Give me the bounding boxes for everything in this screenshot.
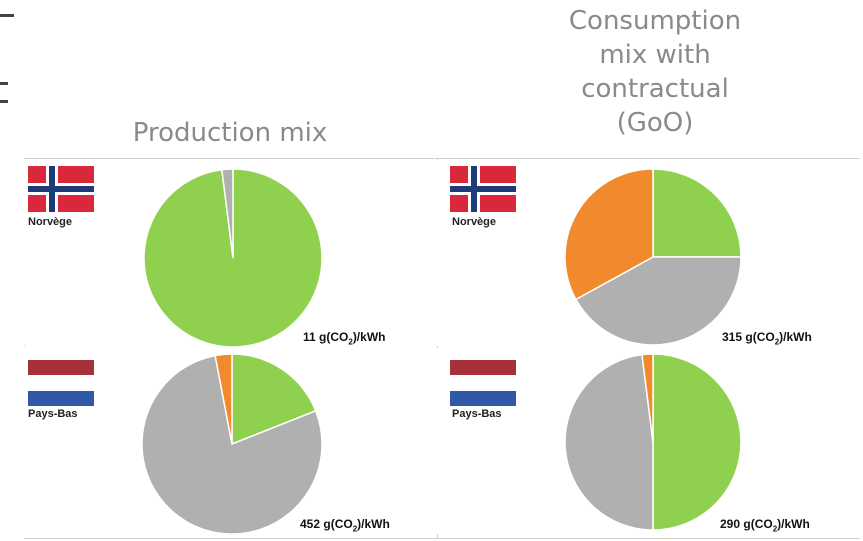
grid-line	[24, 538, 860, 539]
pie-slice-green	[652, 168, 742, 258]
flag-stripe-blue	[28, 391, 94, 406]
norway-flag	[450, 166, 516, 212]
pie-panel: Norvège 315 g(CO2)/kWh	[440, 160, 863, 346]
pie-slice-gray	[141, 354, 323, 535]
pie-chart	[564, 353, 742, 531]
flag-cross-blue-h	[28, 186, 94, 192]
consumption-header-line: mix with	[599, 40, 711, 70]
intensity-subscript: 2	[352, 524, 358, 534]
netherlands-flag	[450, 360, 516, 406]
netherlands-flag	[28, 360, 94, 406]
consumption-header-line: contractual	[581, 74, 729, 104]
intensity-unit: g(CO	[742, 330, 775, 344]
intensity-label: 290 g(CO2)/kWh	[720, 517, 810, 533]
pie-panel: Pays-Bas 452 g(CO2)/kWh	[25, 348, 453, 535]
intensity-label: 315 g(CO2)/kWh	[722, 330, 812, 346]
pie-slice-green	[652, 353, 742, 531]
intensity-unit: )/kWh	[779, 330, 812, 344]
grid-line	[24, 158, 860, 159]
pie-panel: Pays-Bas 290 g(CO2)/kWh	[440, 348, 863, 534]
intensity-subscript: 2	[774, 337, 780, 347]
intensity-subscript: 2	[772, 524, 778, 534]
flag-stripe-red	[28, 360, 94, 375]
pie-slice-gray	[221, 168, 234, 259]
consumption-header-line: Consumption	[568, 6, 742, 36]
pie-slice-orange	[641, 353, 654, 443]
intensity-unit: )/kWh	[357, 517, 390, 531]
intensity-value: 315	[722, 330, 743, 344]
intensity-value: 11	[303, 330, 316, 344]
consumption-mix-header: Consumption mix with contractual (GoO)	[520, 4, 790, 140]
flag-cross-blue-h	[450, 186, 516, 192]
pie-slice-gray	[564, 353, 654, 531]
pie-panel: Norvège 11 g(CO2)/kWh	[25, 160, 453, 348]
intensity-unit: )/kWh	[352, 330, 386, 344]
pie-chart	[141, 353, 323, 535]
country-label: Norvège	[452, 216, 497, 228]
production-mix-header: Production mix	[132, 118, 328, 148]
edge-mark	[0, 100, 8, 103]
intensity-value: 452	[300, 517, 321, 531]
intensity-unit: g(CO	[315, 330, 349, 344]
pie-slice-orange	[214, 353, 233, 445]
pie-chart	[143, 168, 323, 348]
flag-stripe-white	[450, 375, 516, 391]
flag-stripe-red	[450, 360, 516, 375]
intensity-unit: g(CO	[320, 517, 353, 531]
norway-flag	[28, 166, 94, 212]
intensity-label: 452 g(CO2)/kWh	[300, 517, 390, 533]
intensity-subscript: 2	[348, 337, 353, 347]
pie-slice-gray	[574, 256, 742, 346]
intensity-label: 11 g(CO2)/kWh	[303, 330, 385, 346]
intensity-unit: g(CO	[740, 517, 773, 531]
consumption-header-line: (GoO)	[616, 108, 694, 138]
pie-slice-green	[231, 353, 317, 446]
pie-chart	[564, 168, 742, 346]
edge-mark	[0, 14, 14, 17]
intensity-unit: )/kWh	[777, 517, 810, 531]
country-label: Pays-Bas	[28, 408, 78, 420]
flag-stripe-blue	[450, 391, 516, 406]
country-label: Pays-Bas	[452, 408, 502, 420]
flag-stripe-white	[28, 375, 94, 391]
intensity-value: 290	[720, 517, 741, 531]
country-label: Norvège	[28, 216, 73, 228]
edge-mark	[0, 82, 8, 85]
pie-slice-orange	[564, 168, 654, 301]
